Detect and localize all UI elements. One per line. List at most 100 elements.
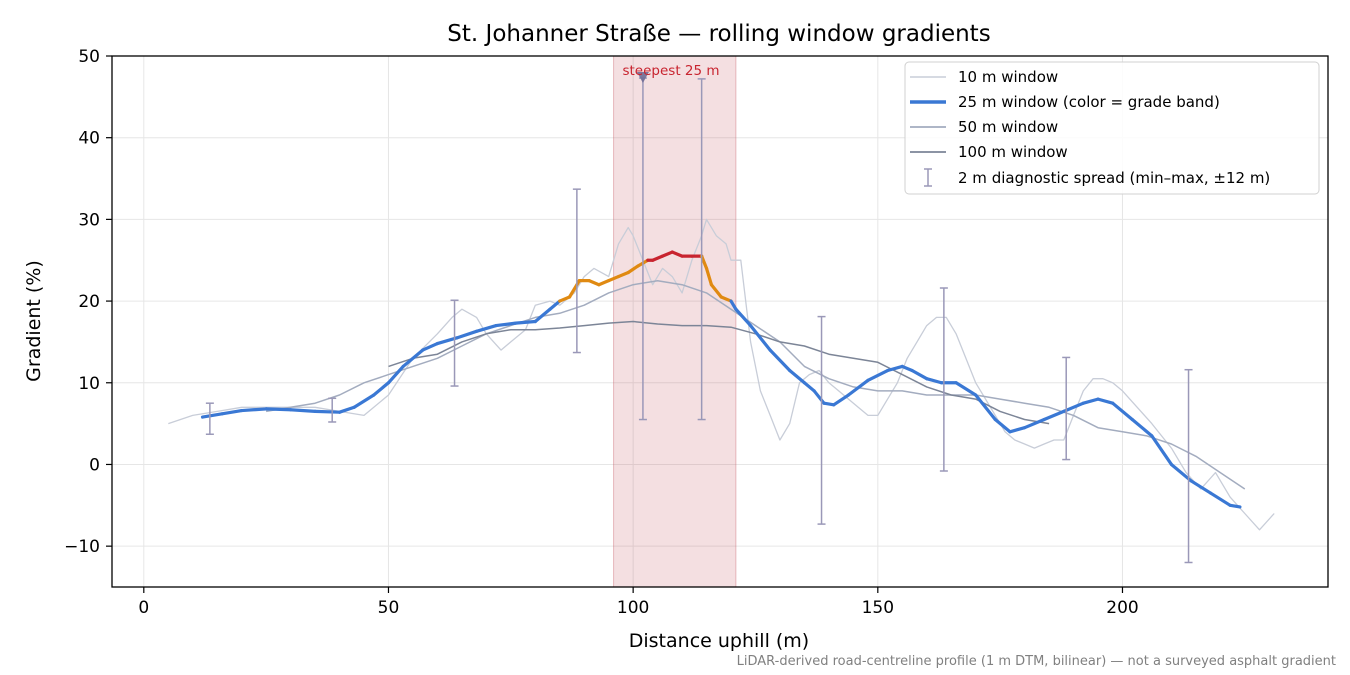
series-25m-segment	[264, 407, 293, 412]
series-25m-segment	[704, 266, 714, 287]
error-bars	[205, 72, 1193, 564]
series-25m-segment	[514, 319, 537, 325]
series-25m-segment	[846, 378, 870, 397]
legend-label-25m: 25 m window (color = grade band)	[958, 93, 1220, 111]
y-tick-label: 40	[78, 129, 100, 149]
series-25m-segment	[597, 279, 611, 287]
series-25m-segment	[372, 381, 391, 397]
series-25m-segment	[421, 341, 440, 352]
x-axis-label: Distance uphill (m)	[629, 630, 809, 652]
series-25m-segment	[802, 381, 816, 393]
series-25m-segment	[220, 408, 244, 416]
series-25m-segment	[993, 417, 1012, 434]
legend-label-50m: 50 m window	[958, 118, 1058, 136]
axes-frame	[111, 55, 1329, 588]
series-25m-segment	[1169, 462, 1193, 483]
series-25m-segment	[1081, 397, 1100, 405]
y-axis-label: Gradient (%)	[23, 260, 45, 382]
series-25m-segment	[866, 368, 890, 382]
series-25m-segment	[289, 408, 317, 413]
series-25m-segment	[1228, 503, 1242, 509]
legend-swatch-errorbar	[924, 168, 932, 187]
x-tick-label: 200	[1106, 598, 1138, 618]
series-25m-segment	[548, 299, 562, 311]
error-bar	[939, 287, 948, 472]
series-25m-segment	[822, 401, 836, 407]
series-25m-segment	[240, 407, 268, 413]
series-25m-segment	[734, 307, 753, 328]
series-25m-segment	[1111, 401, 1134, 422]
highlight-label: steepest 25 m	[622, 63, 719, 79]
series-lines	[168, 218, 1275, 531]
x-tick-label: 0	[138, 598, 149, 618]
x-tick-label: 50	[378, 598, 400, 618]
series-25m-segment	[567, 279, 581, 299]
series-25m-segment	[1130, 417, 1154, 438]
plot-frame	[111, 55, 1329, 588]
y-tick-label: 30	[78, 210, 100, 230]
series-25m-segment	[885, 364, 904, 373]
series-25m-segment	[788, 368, 807, 385]
y-tick-label: 10	[78, 374, 100, 394]
series-25m-segment	[352, 393, 376, 409]
legend-label-errorbar: 2 m diagnostic spread (min–max, ±12 m)	[958, 169, 1270, 187]
series-25m-segment	[925, 377, 944, 385]
legend-label-100m: 100 m window	[958, 143, 1068, 161]
series-25m-segment	[709, 283, 723, 299]
series-25m-segment	[474, 323, 498, 333]
error-bar	[1062, 356, 1071, 461]
series-25m-segment	[1096, 397, 1115, 405]
series-25m-segment	[832, 393, 851, 407]
series-25m-segment	[768, 348, 792, 373]
y-tick-label: 20	[78, 292, 100, 312]
series-25m-segment	[700, 254, 709, 270]
series-25m-segment	[910, 368, 929, 381]
error-bar	[817, 315, 826, 525]
series-25m-segment	[558, 295, 572, 303]
series-25m-segment	[1189, 479, 1213, 495]
series-line-50m	[265, 279, 1246, 490]
series-25m-segment	[1008, 426, 1027, 434]
series-25m-segment	[812, 389, 826, 405]
legend: 10 m window 25 m window (color = grade b…	[904, 61, 1320, 195]
series-25m-segment	[435, 336, 459, 346]
steepest-marker	[636, 72, 649, 84]
series-25m-segment	[748, 323, 772, 352]
error-bar	[328, 397, 337, 423]
series-25m-segment	[900, 364, 914, 373]
legend-label-10m: 10 m window	[958, 68, 1058, 86]
series-25m-segment	[386, 364, 405, 385]
series-25m-segment	[494, 321, 518, 328]
series-line-100m	[388, 320, 1050, 425]
chart-title: St. Johanner Straße — rolling window gra…	[447, 21, 990, 47]
error-bar	[572, 188, 581, 354]
error-bar	[697, 78, 706, 421]
x-tick-label: 150	[862, 598, 894, 618]
error-bar	[450, 299, 459, 387]
series-25m-segment	[1062, 401, 1085, 413]
series-25m-segment	[1150, 434, 1174, 467]
footnote: LiDAR-derived road-centreline profile (1…	[737, 654, 1336, 669]
series-25m-segment	[455, 329, 479, 340]
y-tick-label: 0	[89, 455, 100, 475]
series-25m-segment	[651, 254, 665, 262]
series-25m-segment	[616, 270, 630, 279]
axis-ticks: 0 50 100 150 200 −10 0 10 20 30 40 50	[64, 47, 1139, 618]
series-25m-segment	[660, 250, 674, 258]
series-25m-segment	[719, 295, 733, 303]
series-25m-segment	[587, 279, 601, 287]
series-25m-segment	[607, 274, 621, 283]
legend-box	[904, 61, 1320, 195]
y-tick-label: −10	[64, 537, 100, 557]
series-25m-segment	[1023, 417, 1046, 430]
series-25m-segment	[533, 307, 552, 324]
y-tick-label: 50	[78, 47, 100, 67]
series-25m-segment	[401, 348, 425, 369]
error-bar	[205, 402, 214, 435]
series-line-10m	[168, 218, 1275, 531]
error-bar	[1184, 368, 1193, 564]
series-25m-segment	[337, 405, 356, 414]
series-25m-segment	[974, 393, 997, 422]
series-25m-segment	[1208, 491, 1232, 507]
